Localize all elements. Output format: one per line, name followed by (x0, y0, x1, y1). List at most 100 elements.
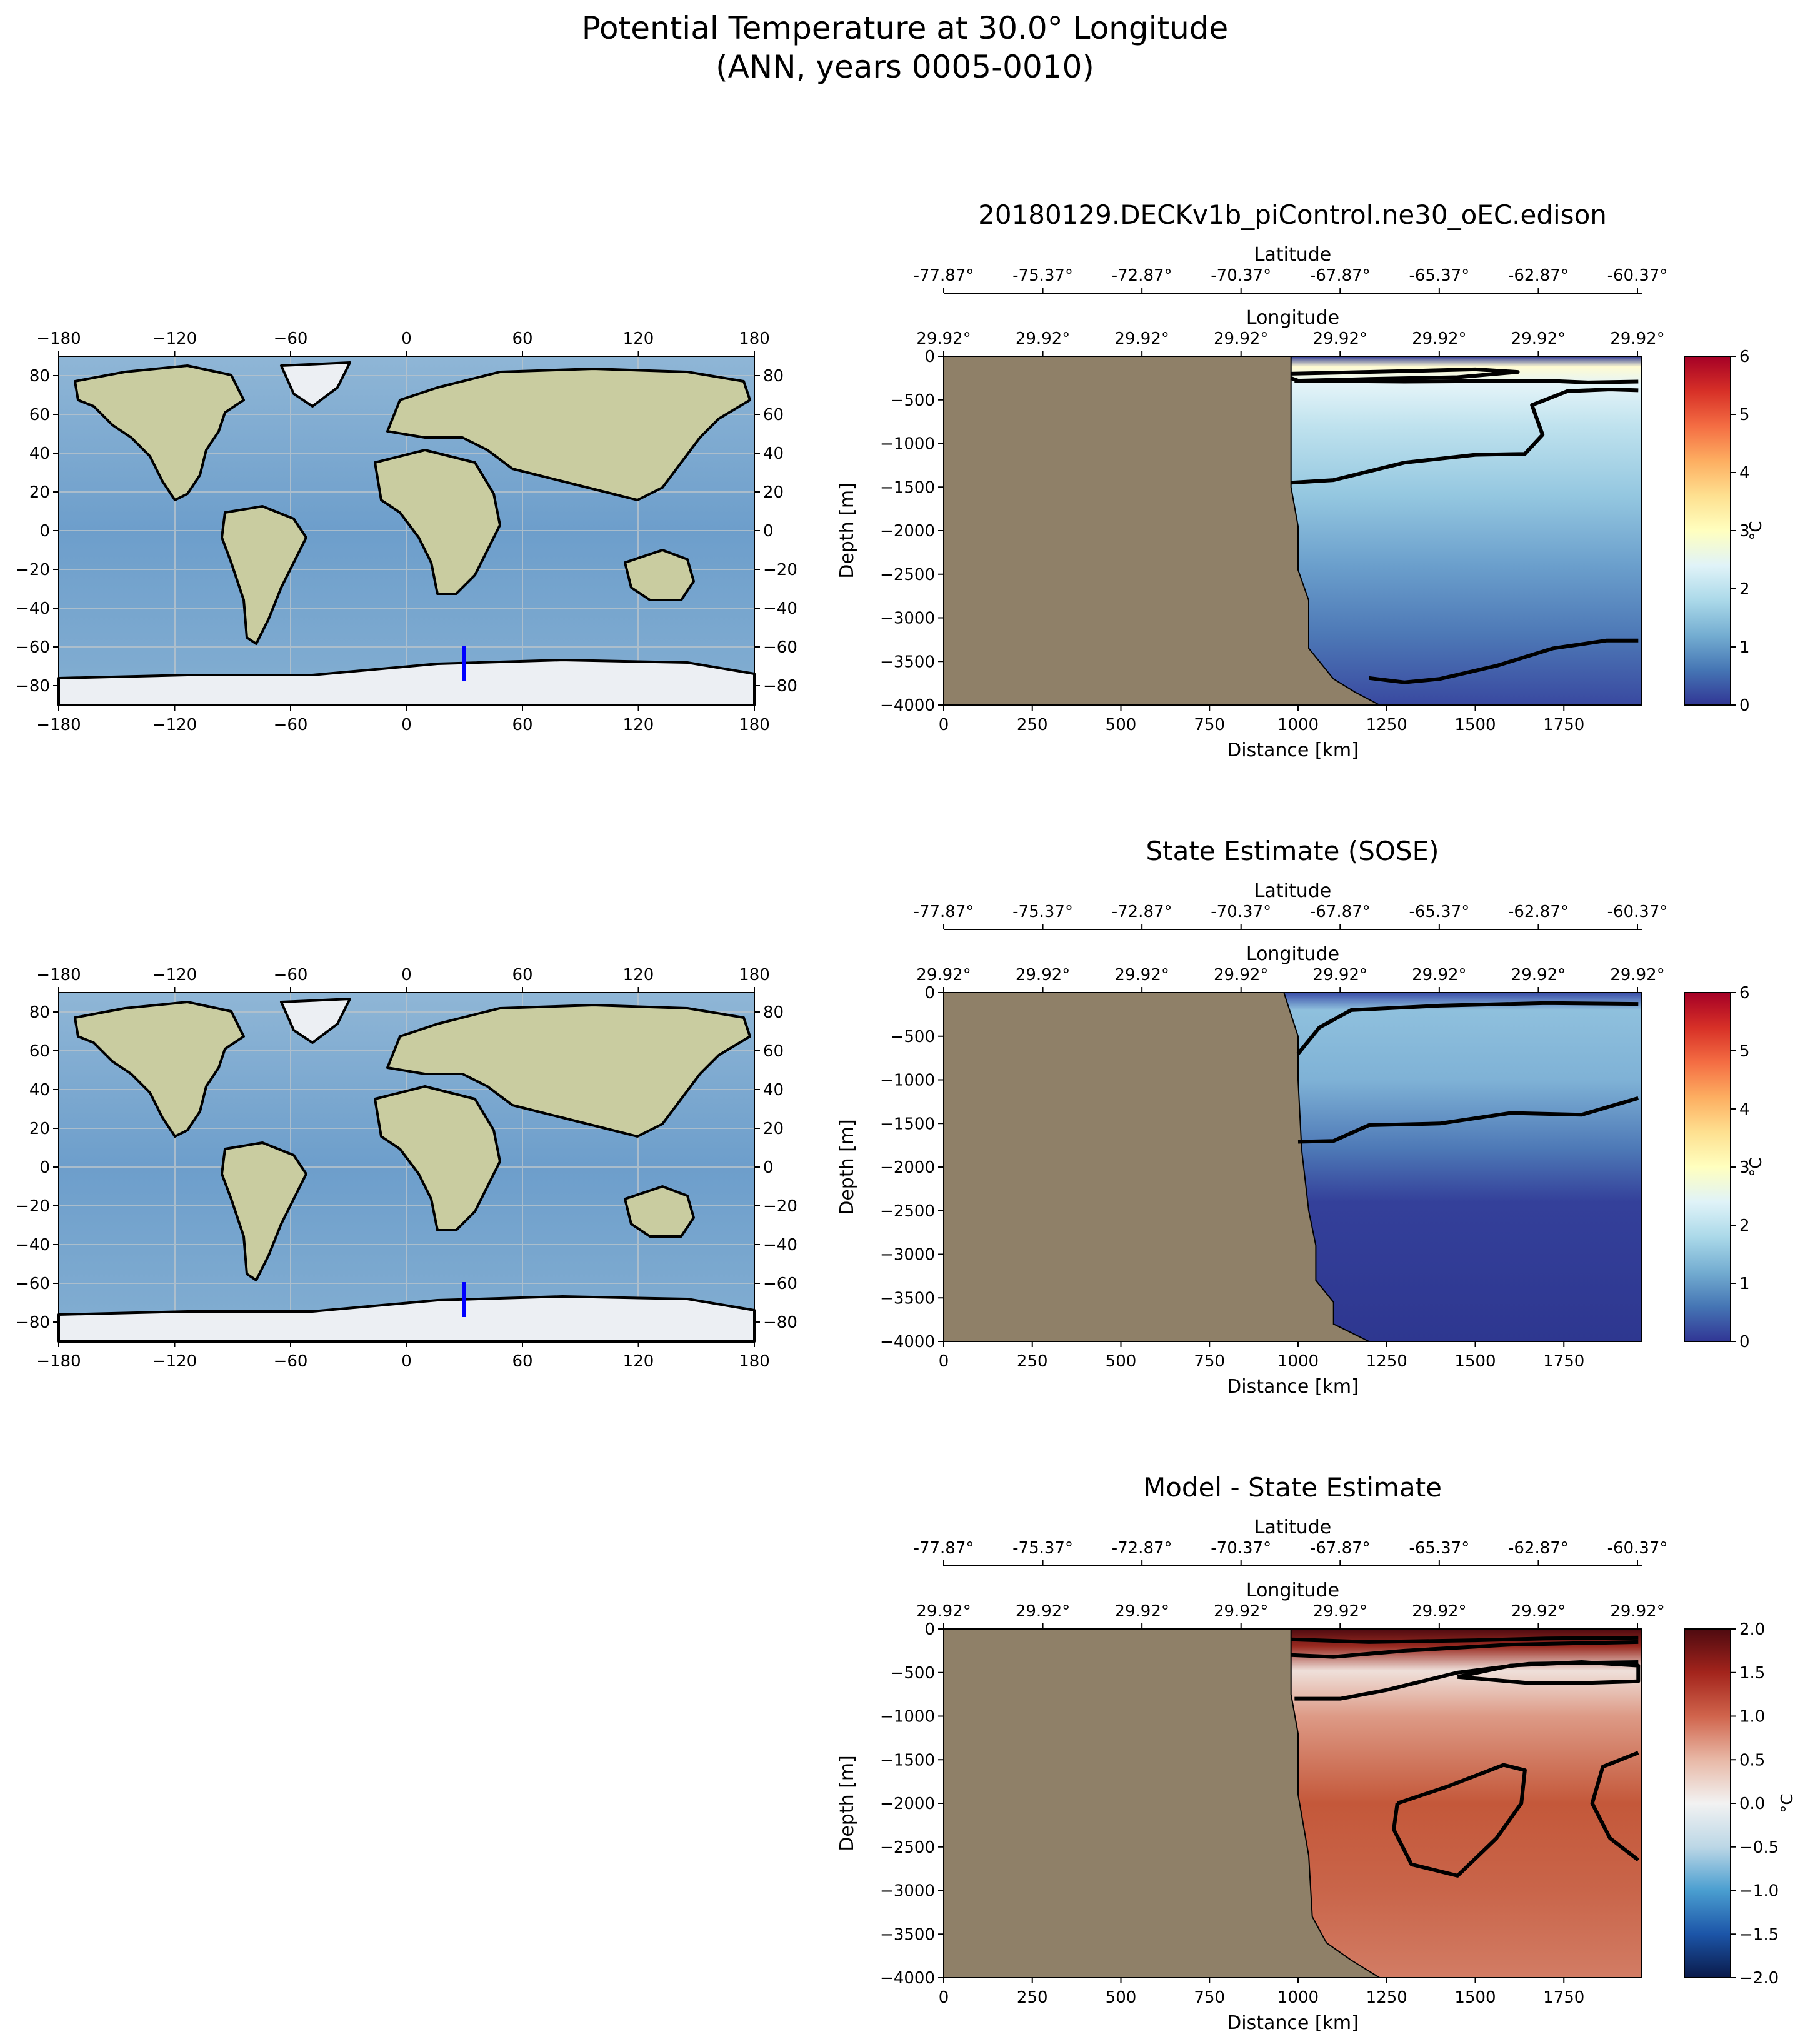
colorbar-tick-label: 3 (1739, 1158, 1750, 1177)
lat-tick-label: -60.37° (1608, 266, 1668, 285)
map-lon-tick-label-top: 60 (512, 329, 532, 348)
x-tick-label: 0 (939, 716, 949, 734)
map-lon-tick-label-top: 120 (623, 966, 654, 984)
x-tick-label: 1500 (1454, 1988, 1496, 2007)
lat-tick-label: -72.87° (1112, 903, 1172, 921)
x-tick-label: 1500 (1454, 716, 1496, 734)
colorbar-tick-label: 5 (1739, 1042, 1750, 1061)
lat-tick-label: -60.37° (1608, 1539, 1668, 1558)
map-lat-tick-label-left: −80 (16, 1313, 50, 1332)
map-lat-tick-label-left: −60 (16, 638, 50, 657)
contour-line (1291, 1640, 1639, 1659)
x-tick-label: 1250 (1366, 1352, 1408, 1371)
australia (624, 1185, 695, 1238)
lon-tick-label: 29.92° (916, 966, 971, 984)
lat-tick-label: -75.37° (1012, 903, 1073, 921)
map-continents (58, 361, 756, 706)
lat-tick-label: -67.87° (1310, 266, 1371, 285)
lon-tick-label: 29.92° (1511, 966, 1566, 984)
colorbar-tick-label: −0.5 (1739, 1838, 1779, 1857)
map-lat-tick-label-right: 0 (763, 1158, 774, 1177)
lat-tick-label: -67.87° (1310, 903, 1371, 921)
x-tick-label: 1500 (1454, 1352, 1496, 1371)
map-lon-tick-label-bottom: 120 (623, 1352, 654, 1371)
map-lat-tick-label-right: −60 (763, 638, 798, 657)
map-lat-tick-label-right: 40 (763, 444, 784, 463)
colorbar-tick-label: −2.0 (1739, 1969, 1779, 1988)
lon-tick-label: 29.92° (1313, 1602, 1368, 1621)
colorbar-tick-label: 1.0 (1739, 1708, 1765, 1726)
x-tick-label: 1250 (1366, 1988, 1408, 2007)
map-lat-tick-label-left: 80 (29, 1003, 50, 1022)
lon-axis-label: Longitude (1246, 1580, 1339, 1601)
x-tick-label: 1000 (1278, 1988, 1319, 2007)
map-lat-tick-label-right: −20 (763, 561, 798, 579)
y-tick-label: −1000 (880, 435, 935, 454)
y-tick-label: −3000 (880, 1246, 935, 1265)
x-tick-label: 1250 (1366, 716, 1408, 734)
lat-axis-label: Latitude (1254, 1516, 1331, 1538)
y-tick-label: −500 (891, 1664, 935, 1683)
contour-line (1294, 379, 1639, 384)
lat-tick-label: -62.87° (1508, 1539, 1569, 1558)
x-tick-label: 500 (1106, 716, 1137, 734)
colorbar-tick-label: 1 (1739, 1275, 1750, 1293)
lon-axis-label: Longitude (1246, 943, 1339, 965)
colorbar-unit-label: °C (1747, 1157, 1766, 1176)
colorbar-tick-label: 2.0 (1739, 1620, 1765, 1639)
x-tick-label: 750 (1194, 1988, 1225, 2007)
contour-line (1392, 1763, 1527, 1878)
south-america (221, 1141, 308, 1281)
lon-tick-label: 29.92° (1016, 1602, 1070, 1621)
map-lat-tick-label-left: 40 (29, 444, 50, 463)
panel-title: State Estimate (SOSE) (1146, 836, 1439, 866)
y-tick-label: 0 (924, 348, 935, 366)
colorbar-tick-label: 0 (1739, 696, 1750, 715)
y-tick-label: −1000 (880, 1708, 935, 1726)
map-lon-tick-label-top: 0 (401, 329, 412, 348)
lat-tick-label: -75.37° (1012, 266, 1073, 285)
lat-tick-label: -67.87° (1310, 1539, 1371, 1558)
lon-tick-label: 29.92° (1610, 329, 1664, 348)
colorbar-unit-label: °C (1747, 521, 1766, 540)
map-lon-tick-label-bottom: −180 (36, 1352, 81, 1371)
map-lat-tick-label-right: −40 (763, 1236, 798, 1255)
lat-tick-label: -72.87° (1112, 266, 1172, 285)
map-lon-tick-label-bottom: −120 (152, 1352, 197, 1371)
map-1-tick-labels: −180 −180 −120 −120 −60 −60 0 0 60 60 120 120 180 180… (16, 329, 798, 734)
map-lat-tick-label-left: −40 (16, 599, 50, 618)
y-tick-label: 0 (924, 984, 935, 1003)
contour-line (1296, 1001, 1639, 1055)
colorbar-tick-label: 0.5 (1739, 1751, 1765, 1770)
lon-tick-label: 29.92° (916, 329, 971, 348)
colorbar-tick-label: 2 (1739, 580, 1750, 599)
colorbar (1684, 356, 1731, 706)
africa (374, 449, 501, 595)
panel-title: 20180129.DECKv1b_piControl.ne30_oEC.edis… (978, 199, 1607, 230)
lon-tick-label: 29.92° (1511, 1602, 1566, 1621)
map-lat-tick-label-left: −40 (16, 1236, 50, 1255)
colorbar-tick-label: 3 (1739, 522, 1750, 541)
map-lat-tick-label-left: −80 (16, 677, 50, 696)
map-lat-tick-label-right: 60 (763, 406, 784, 424)
map-lon-tick-label-top: 60 (512, 966, 532, 984)
y-tick-label: −2500 (880, 566, 935, 584)
map-lon-tick-label-top: −180 (36, 329, 81, 348)
lon-tick-label: 29.92° (1214, 329, 1268, 348)
map-lon-tick-label-top: 180 (739, 329, 770, 348)
y-tick-label: −3000 (880, 609, 935, 628)
map-lon-tick-label-top: 0 (401, 966, 412, 984)
map-lat-tick-label-left: 0 (39, 1158, 50, 1177)
map-lat-tick-label-right: −80 (763, 677, 798, 696)
map-lon-tick-label-top: 120 (623, 329, 654, 348)
x-axis-label: Distance [km] (1227, 2012, 1359, 2034)
x-tick-label: 250 (1017, 1988, 1048, 2007)
map-lat-tick-label-left: 20 (29, 483, 50, 502)
y-tick-label: −3000 (880, 1882, 935, 1901)
y-tick-label: −2000 (880, 1158, 935, 1177)
contour-line (1298, 1096, 1639, 1144)
map-lat-tick-label-right: −80 (763, 1313, 798, 1332)
lon-tick-label: 29.92° (1412, 1602, 1466, 1621)
